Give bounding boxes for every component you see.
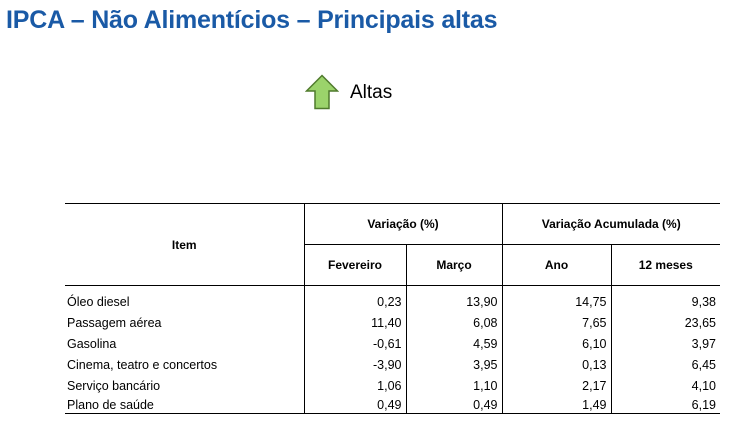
acumulada-group-header: Variação Acumulada (%) — [502, 203, 720, 245]
table-row: Gasolina -0,61 4,59 6,10 3,97 — [65, 333, 720, 354]
fevereiro-cell: 1,06 — [304, 375, 407, 396]
ano-cell: 1,49 — [502, 396, 612, 414]
marco-cell: 13,90 — [406, 285, 503, 312]
marco-cell: 0,49 — [406, 396, 503, 414]
fevereiro-cell: 0,23 — [304, 285, 407, 312]
marco-cell: 4,59 — [406, 333, 503, 354]
item-cell: Óleo diesel — [65, 285, 305, 312]
doze-meses-cell: 23,65 — [684, 315, 716, 330]
item-cell: Cinema, teatro e concertos — [65, 354, 305, 375]
legend: Altas — [305, 74, 392, 110]
data-table: Item Variação (%) Variação Acumulada (%)… — [65, 203, 720, 414]
ano-cell: 2,17 — [502, 375, 612, 396]
table-row: Passagem aérea 11,40 6,08 7,65 23,65 — [65, 312, 720, 333]
fevereiro-cell: -0,61 — [304, 333, 407, 354]
table-row: Plano de saúde 0,49 0,49 1,49 6,19 — [65, 396, 720, 414]
doze-meses-cell: 6,19 — [611, 396, 720, 414]
doze-meses-column-header: 12 meses — [611, 244, 720, 286]
up-arrow-icon — [305, 74, 339, 110]
ano-cell: 14,75 — [502, 285, 612, 312]
item-cell: Gasolina — [65, 333, 305, 354]
ano-cell: 0,13 — [502, 354, 612, 375]
page-title: IPCA – Não Alimentícios – Principais alt… — [6, 6, 498, 34]
doze-meses-cell: 9,38 — [691, 294, 716, 309]
ano-cell: 7,65 — [502, 312, 612, 333]
marco-cell: 6,08 — [406, 312, 503, 333]
fevereiro-cell: 11,40 — [304, 312, 407, 333]
table-row: Cinema, teatro e concertos -3,90 3,95 0,… — [65, 354, 720, 375]
fevereiro-cell: -3,90 — [304, 354, 407, 375]
item-cell: Passagem aérea — [65, 312, 305, 333]
doze-meses-cell: 3,97 — [691, 336, 716, 351]
doze-meses-cell: 6,45 — [691, 357, 716, 372]
fevereiro-column-header: Fevereiro — [304, 244, 407, 286]
marco-cell: 3,95 — [406, 354, 503, 375]
table-row: Óleo diesel 0,23 13,90 14,75 9,38 — [65, 285, 720, 312]
table-row: Serviço bancário 1,06 1,10 2,17 4,10 — [65, 375, 720, 396]
item-cell: Serviço bancário — [65, 375, 305, 396]
item-column-header: Item — [65, 203, 305, 286]
ano-cell: 6,10 — [502, 333, 612, 354]
marco-cell: 1,10 — [406, 375, 503, 396]
variacao-group-header: Variação (%) — [304, 203, 503, 245]
fevereiro-cell: 0,49 — [304, 396, 407, 414]
marco-column-header: Março — [406, 244, 503, 286]
item-cell: Plano de saúde — [65, 396, 305, 414]
doze-meses-cell: 4,10 — [691, 378, 716, 393]
ano-column-header: Ano — [502, 244, 612, 286]
legend-label: Altas — [350, 82, 393, 103]
